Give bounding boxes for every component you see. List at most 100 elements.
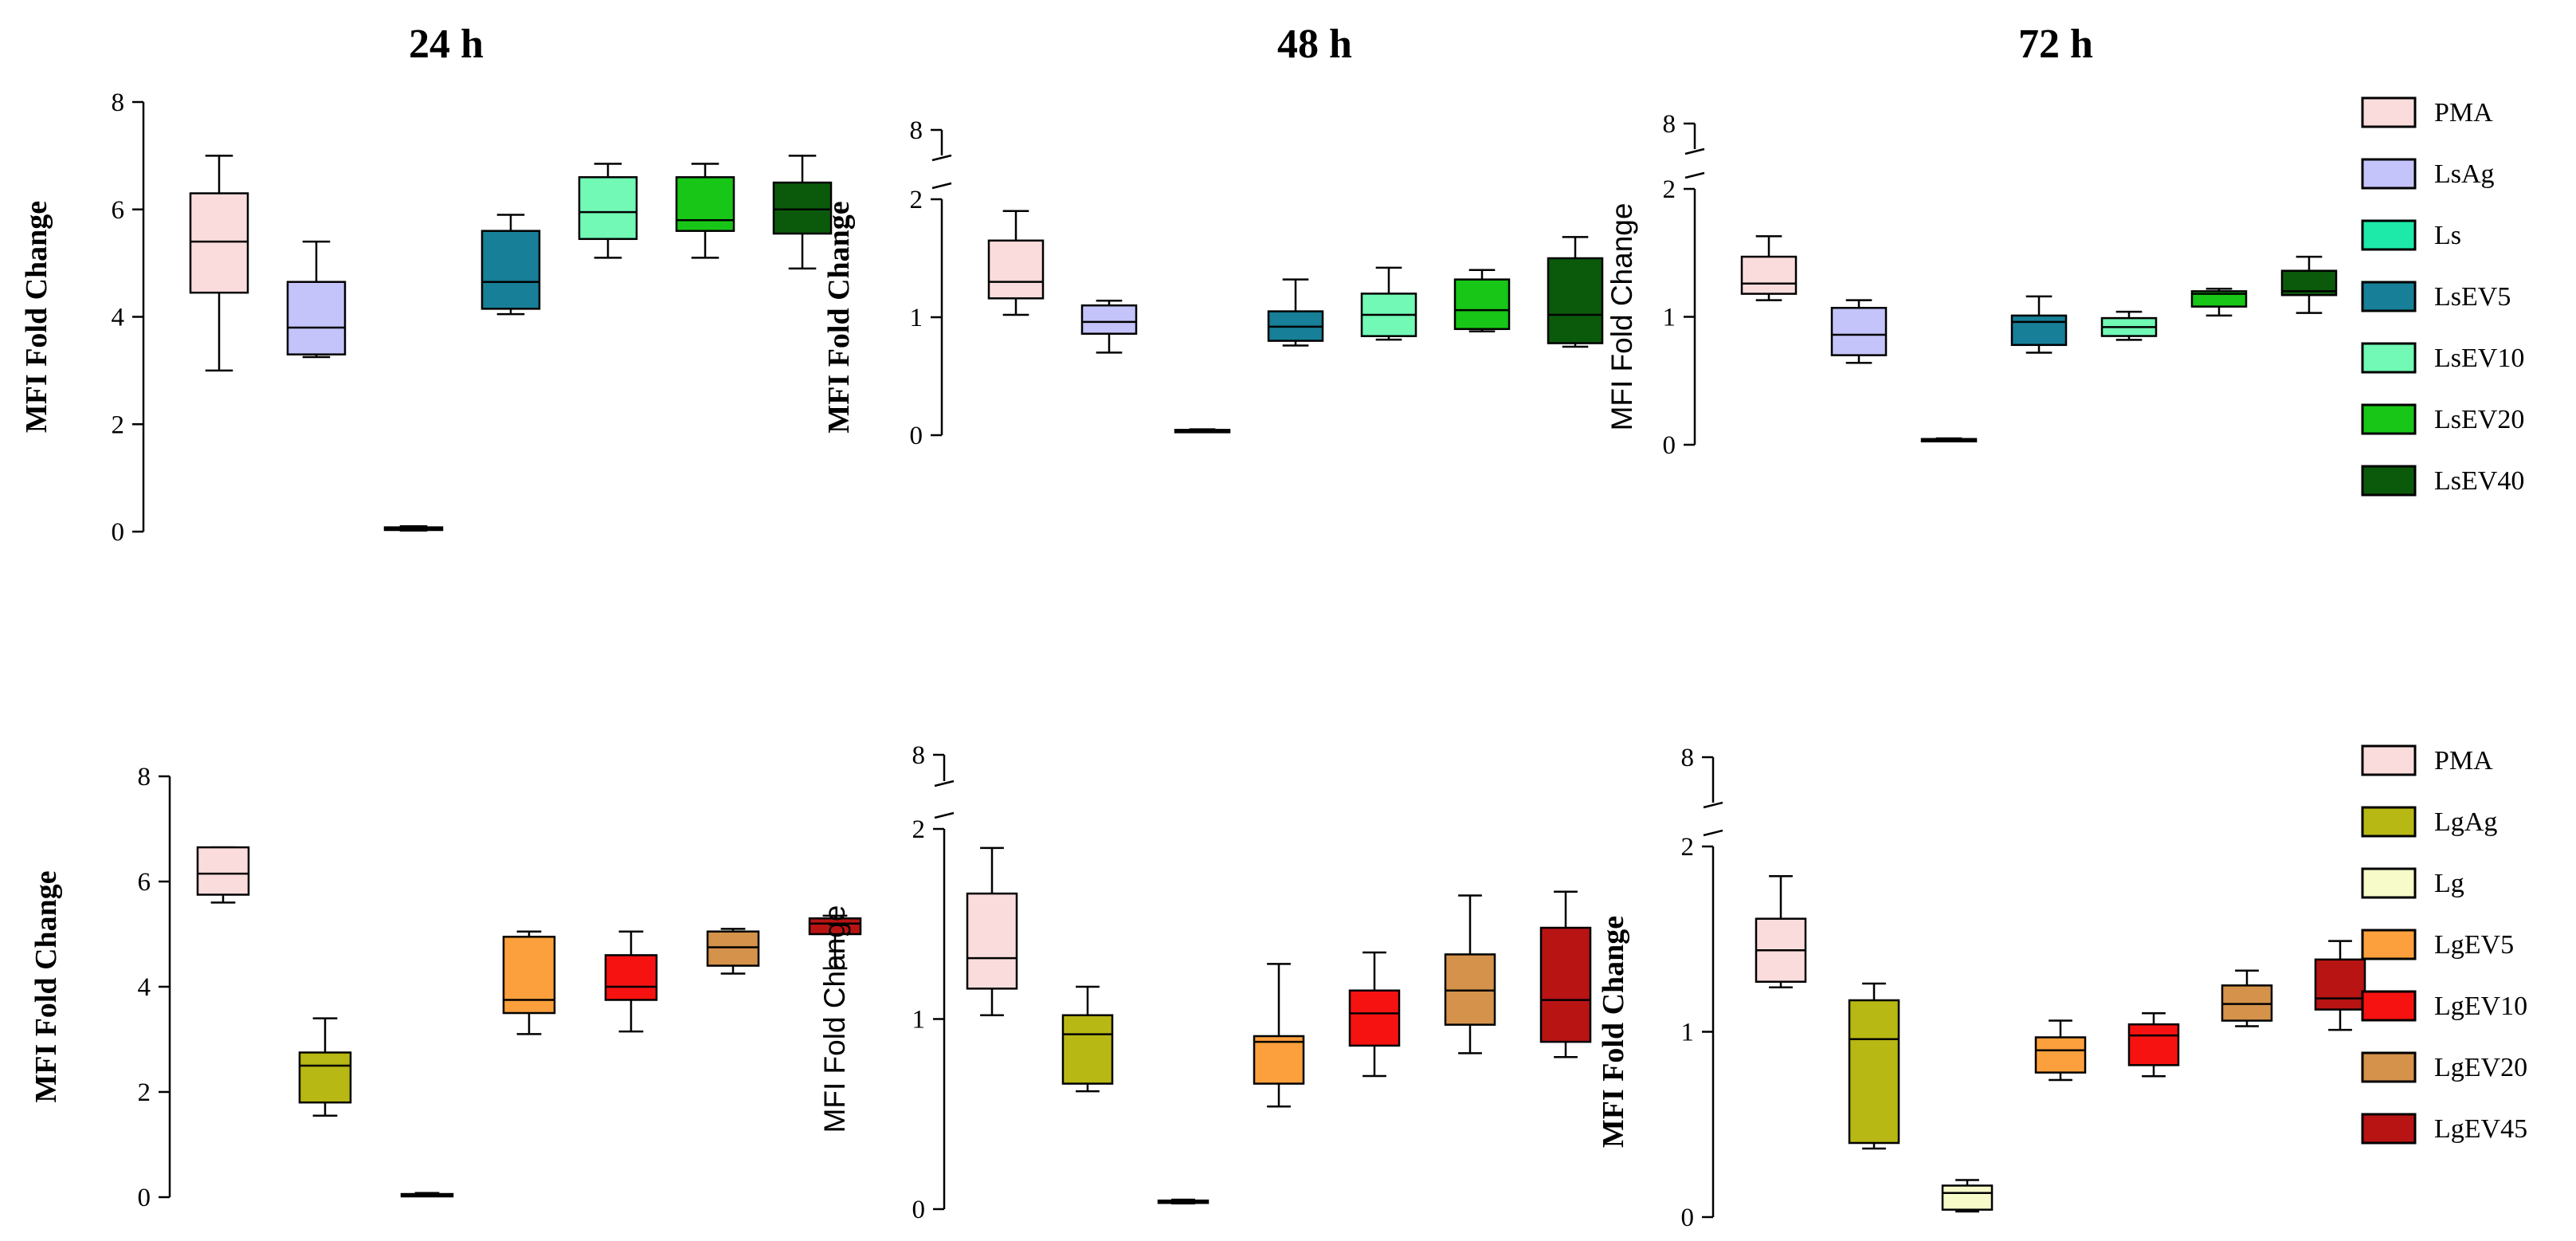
box-iqr [502, 936, 556, 1015]
box-pma [987, 210, 1045, 316]
legend-item-lgev45: LgEV45 [2361, 1113, 2527, 1145]
box-iqr [1547, 257, 1604, 344]
legend-swatch [2361, 929, 2417, 960]
box-iqr [772, 181, 833, 235]
box-iqr [1253, 1035, 1305, 1085]
legend-swatch [2361, 342, 2417, 374]
box-iqr [1061, 1014, 1114, 1085]
legend-item-lsev10: LsEV10 [2361, 342, 2524, 374]
axis-break-mark [931, 154, 952, 162]
box-lsag [1080, 300, 1138, 354]
box-iqr [2314, 958, 2366, 1011]
legend-label: LsEV40 [2434, 466, 2524, 496]
y-axis-label: MFI Fold Change [1597, 916, 1630, 1148]
column-titles: 24 h 48 h 72 h [409, 22, 2093, 67]
box-lgev5 [1253, 963, 1305, 1108]
box-lsev5 [2010, 295, 2068, 354]
column-title-72h: 72 h [2018, 22, 2093, 67]
legend-swatch [2361, 806, 2417, 838]
box-pma [1740, 235, 1798, 301]
y-axis-label: MFI Fold Change [29, 870, 63, 1102]
legend-label: PMA [2434, 98, 2493, 128]
box-iqr [966, 892, 1018, 990]
legend-item-pma: PMA [2361, 96, 2493, 128]
box-lsev40 [1547, 236, 1604, 348]
box-iqr [578, 176, 638, 241]
legend-item-ls: Ls [2361, 219, 2461, 251]
y-tick-label: 2 [138, 1078, 151, 1107]
legend-swatch [2361, 1113, 2417, 1145]
axis-break-mark [1703, 829, 1723, 837]
y-tick-label: 6 [112, 196, 125, 225]
legend-swatch [2361, 1051, 2417, 1083]
panel-lg-48h: MFI Fold Change 0 1 2 8 [818, 741, 1592, 1224]
box-lgev5 [2034, 1019, 2087, 1082]
box-ls [383, 525, 444, 532]
box-lsev10 [1360, 266, 1417, 341]
axis-break-mark [931, 182, 952, 190]
box-iqr [1830, 307, 1888, 356]
box-pma [966, 846, 1018, 1016]
legend-item-pma: PMA [2361, 744, 2493, 776]
panel-ls-24h: MFI Fold Change 0 2 4 6 8 [20, 88, 833, 547]
y-tick-label: 2 [910, 186, 923, 214]
y-tick-label: 2 [112, 410, 125, 439]
y-tick-label: 0 [912, 1196, 926, 1224]
legend-label: LsEV5 [2434, 282, 2511, 312]
legend-bottom: PMA LgAg Lg LgEV5 LgEV10 LgEV20 LgEV45 [2361, 744, 2527, 1145]
legend-top: PMA LsAg Ls LsEV5 LsEV10 LsEV20 LsEV40 [2361, 96, 2524, 497]
y-tick-label: 0 [1663, 431, 1676, 460]
y-tick-label: 8 [912, 741, 926, 770]
panel-lg-72h: MFI Fold Change 0 1 2 8 [1597, 744, 2366, 1232]
legend-item-lsev40: LsEV40 [2361, 465, 2524, 497]
box-lgev45 [2314, 940, 2366, 1031]
box-iqr [1080, 304, 1138, 335]
box-ls [1920, 437, 1978, 443]
legend-swatch [2361, 96, 2417, 128]
y-tick-label: 2 [1663, 175, 1676, 204]
box-lgev10 [604, 930, 658, 1033]
legend-swatch [2361, 465, 2417, 497]
y-tick-label: 0 [138, 1184, 151, 1212]
box-lgev45 [808, 914, 862, 970]
box-iqr [189, 192, 249, 294]
legend-label: LsEV10 [2434, 344, 2524, 373]
box-iqr [2127, 1023, 2180, 1066]
box-lsev20 [1453, 269, 1511, 333]
y-tick-label: 8 [112, 88, 125, 117]
legend-item-lsev20: LsEV20 [2361, 403, 2524, 435]
axis-break-mark [1684, 171, 1705, 179]
y-tick-label: 6 [138, 868, 151, 897]
box-iqr [604, 954, 658, 1001]
box-iqr [1453, 278, 1511, 331]
box-lg [1941, 1179, 1994, 1213]
box-lgag [298, 1017, 352, 1117]
y-axis-label: MFI Fold Change [822, 201, 856, 433]
legend-swatch [2361, 219, 2417, 251]
y-tick-label: 1 [1663, 304, 1676, 332]
legend-label: LsAg [2434, 159, 2495, 189]
box-iqr [808, 917, 862, 936]
legend-label: LgEV20 [2434, 1053, 2527, 1082]
box-iqr [1848, 999, 1900, 1145]
box-lgev45 [1539, 890, 1592, 1058]
box-lgag [1848, 982, 1900, 1150]
box-iqr [706, 930, 760, 967]
column-title-24h: 24 h [409, 22, 484, 67]
box-iqr [987, 239, 1045, 300]
box-lgev5 [502, 930, 556, 1035]
legend-item-lgag: LgAg [2361, 806, 2497, 838]
y-tick-label: 8 [910, 116, 923, 145]
legend-label: Lg [2434, 869, 2464, 898]
box-iqr [1348, 989, 1401, 1047]
box-iqr [2010, 314, 2068, 347]
legend-label: LgAg [2434, 807, 2497, 837]
box-lgev10 [1348, 951, 1401, 1078]
box-iqr [675, 176, 735, 232]
box-iqr [1941, 1184, 1994, 1211]
y-tick-label: 0 [910, 422, 923, 450]
legend-label: LgEV5 [2434, 930, 2514, 960]
box-iqr [2034, 1036, 2087, 1074]
axis-break-mark [1684, 147, 1705, 155]
